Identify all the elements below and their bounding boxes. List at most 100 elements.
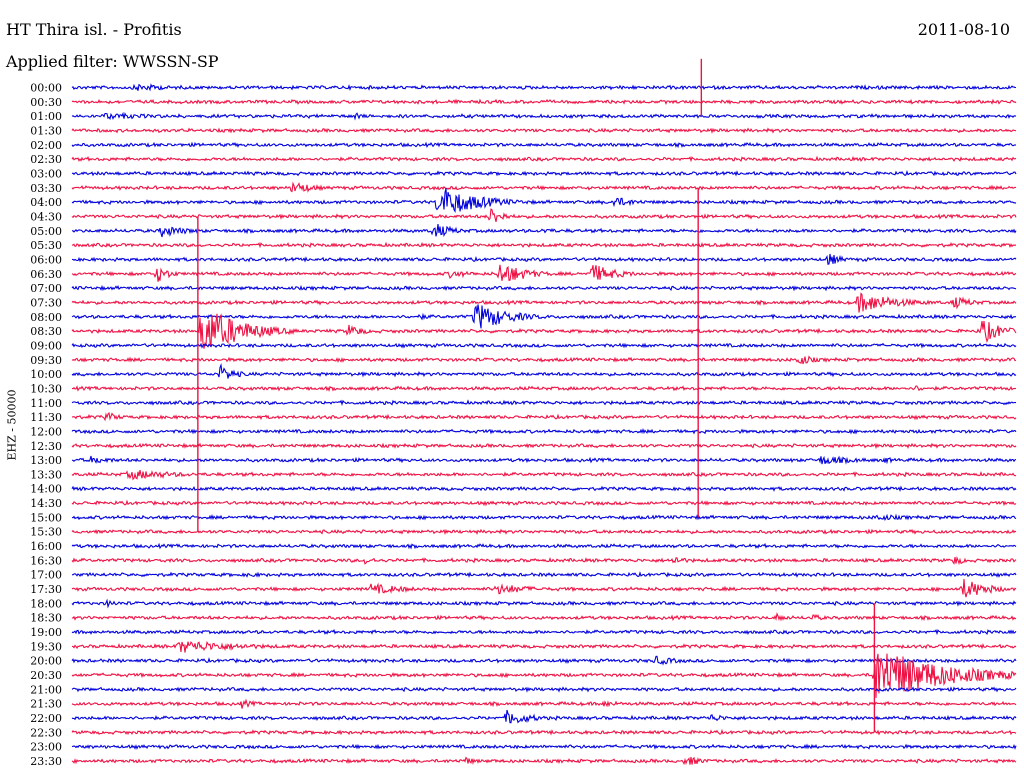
seismic-traces [71, 58, 1017, 766]
row-label: 07:30 [30, 296, 62, 309]
trace-row-1130 [71, 411, 1017, 422]
trace-row-2000 [71, 655, 1017, 666]
trace-row-2200 [71, 709, 1017, 724]
trace-row-2300 [71, 743, 1017, 750]
row-label: 19:00 [30, 626, 62, 639]
trace-row-0030 [71, 98, 1017, 106]
row-label: 20:30 [30, 669, 62, 682]
row-label: 12:00 [30, 425, 62, 438]
row-label: 14:30 [30, 497, 62, 510]
applied-filter-label: Applied filter: WWSSN-SP [6, 52, 219, 71]
trace-row-0830 [71, 313, 1017, 349]
trace-row-2030 [71, 653, 1017, 698]
trace-row-1600 [71, 542, 1017, 550]
trace-row-2230 [71, 728, 1017, 736]
row-label: 23:00 [30, 741, 62, 754]
trace-row-0730 [71, 292, 1017, 313]
row-label: 02:30 [30, 153, 62, 166]
trace-row-1930 [72, 641, 1017, 653]
row-label: 18:30 [30, 612, 62, 625]
trace-row-2100 [71, 686, 1017, 693]
row-label: 01:00 [30, 110, 62, 123]
row-label: 10:00 [30, 368, 62, 381]
trace-row-0930 [71, 355, 1017, 365]
trace-row-2330 [71, 756, 1017, 766]
row-label: 00:00 [30, 82, 62, 95]
row-label: 03:00 [30, 167, 62, 180]
trace-row-1100 [71, 399, 1017, 406]
row-label: 16:30 [30, 554, 62, 567]
trace-row-1200 [71, 428, 1017, 435]
row-label: 15:30 [30, 526, 62, 539]
station-title: HT Thira isl. - Profitis [6, 20, 182, 39]
row-label: 22:00 [30, 712, 62, 725]
trace-row-1000 [71, 362, 1017, 379]
row-label: 15:00 [30, 511, 62, 524]
trace-row-1530 [71, 528, 1017, 536]
trace-row-1500 [71, 513, 1017, 522]
row-label: 01:30 [30, 124, 62, 137]
trace-row-0330 [71, 181, 1017, 193]
trace-row-0900 [71, 342, 1017, 349]
row-label: 13:30 [30, 468, 62, 481]
row-label: 18:00 [30, 597, 62, 610]
row-label: 04:00 [30, 196, 62, 209]
trace-row-0100 [71, 111, 1017, 121]
row-label: 21:30 [30, 698, 62, 711]
trace-row-0700 [71, 284, 1017, 292]
trace-row-0600 [71, 253, 1017, 265]
row-label: 20:00 [30, 655, 62, 668]
trace-row-1830 [71, 612, 1017, 622]
trace-row-0000 [71, 83, 1017, 92]
row-label: 11:00 [30, 397, 62, 410]
row-label: 17:30 [30, 583, 62, 596]
row-label: 13:00 [30, 454, 62, 467]
trace-row-0200 [71, 141, 1017, 149]
row-label: 00:30 [30, 96, 62, 109]
row-label: 09:00 [30, 339, 62, 352]
row-label: 14:00 [30, 483, 62, 496]
trace-row-1230 [71, 442, 1017, 450]
trace-row-0230 [71, 155, 1017, 163]
trace-row-0530 [72, 241, 1017, 249]
row-label: 02:00 [30, 139, 62, 152]
trace-row-1630 [71, 555, 1017, 566]
trace-row-1700 [71, 571, 1017, 578]
row-label: 08:00 [30, 311, 62, 324]
trace-row-0400 [71, 188, 1017, 214]
trace-row-2130 [71, 698, 1017, 709]
row-label: 17:00 [30, 569, 62, 582]
trace-row-1730 [71, 578, 1017, 598]
row-label: 06:30 [30, 268, 62, 281]
row-label: 07:00 [30, 282, 62, 295]
row-label: 10:30 [30, 382, 62, 395]
row-label: 03:30 [30, 182, 62, 195]
trace-row-0130 [71, 127, 1017, 134]
trace-row-0500 [72, 224, 1017, 238]
trace-row-0300 [71, 169, 1017, 177]
trace-row-1030 [71, 385, 1017, 392]
row-label: 04:30 [30, 210, 62, 223]
record-date: 2011-08-10 [917, 20, 1010, 39]
row-label: 08:30 [30, 325, 62, 338]
trace-row-1800 [71, 598, 1017, 609]
trace-row-1430 [71, 499, 1017, 507]
trace-row-1900 [71, 628, 1017, 636]
row-label: 05:00 [30, 225, 62, 238]
row-label: 21:00 [30, 683, 62, 696]
row-label: 09:30 [30, 354, 62, 367]
trace-row-0430 [71, 208, 1017, 223]
trace-row-0800 [71, 304, 1017, 329]
trace-row-0630 [71, 264, 1017, 282]
trace-row-1300 [71, 455, 1017, 465]
row-label: 06:00 [30, 253, 62, 266]
row-label: 05:30 [30, 239, 62, 252]
trace-row-1330 [71, 469, 1017, 481]
row-label: 11:30 [30, 411, 62, 424]
row-label: 23:30 [30, 755, 62, 768]
trace-row-1400 [71, 485, 1017, 492]
row-label: 22:30 [30, 726, 62, 739]
row-label: 19:30 [30, 640, 62, 653]
